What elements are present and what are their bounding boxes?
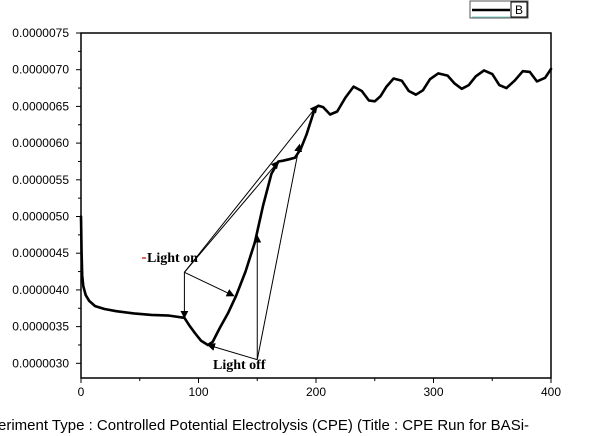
light-on-arrow [184,271,235,297]
y-tick-label: 0.0000050 [12,210,69,224]
light-on-arrow [184,104,318,273]
light-off-arrow [206,343,258,361]
y-tick-label: 0.0000060 [12,136,69,150]
light-on-label: Light on [147,251,198,266]
x-axis-ticks: 0 100 200 300 400 [78,378,561,399]
x-tick-label: 400 [541,385,561,399]
y-tick-label: 0.0000040 [12,283,69,297]
y-tick-label: 0.0000030 [12,356,69,370]
plot-frame [80,32,552,379]
y-tick-label: 0.0000055 [12,173,69,187]
series-line-b [79,67,553,347]
y-tick-label: 0.0000070 [12,63,69,77]
light-on-arrow [184,160,280,273]
y-tick-label: 0.0000045 [12,246,69,260]
x-tick-label: 200 [306,385,326,399]
y-tick-label: 0.0000075 [12,26,69,40]
y-tick-label: 0.0000065 [12,99,69,113]
legend-entry-b: B [515,3,523,17]
x-tick-label: 100 [188,385,208,399]
light-off-label: Light off [213,358,266,373]
x-tick-label: 300 [423,385,443,399]
y-tick-label: 0.0000035 [12,320,69,334]
x-tick-label: 0 [78,385,85,399]
annotation-layer: Light on Light off [142,104,318,373]
legend-label-box [510,1,528,18]
chart-caption: eriment Type : Controlled Potential Elec… [0,417,529,434]
light-off-arrow [256,143,303,360]
legend: B [469,0,529,19]
series-layer [79,67,553,347]
y-axis-ticks: 0.0000030 0.0000035 0.0000040 0.0000045 0.00… [12,26,81,370]
